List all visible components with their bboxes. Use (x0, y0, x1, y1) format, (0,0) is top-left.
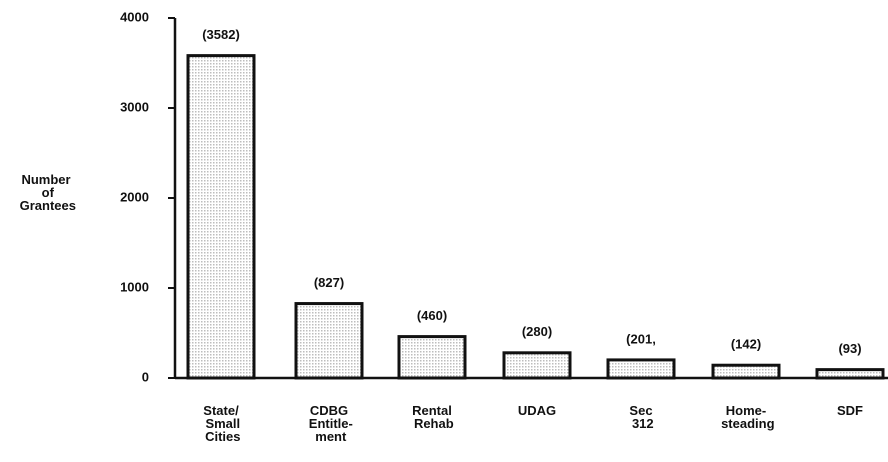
y-tick-label: 0 (142, 369, 149, 384)
value-label: (460) (417, 308, 447, 323)
bar (502, 351, 572, 380)
value-label: (142) (731, 337, 761, 352)
x-tick-label: UDAG (518, 403, 556, 418)
bar (397, 335, 467, 380)
bar (815, 368, 885, 380)
value-label: (827) (314, 275, 344, 290)
bar (606, 358, 676, 380)
y-axis-label: Number of Grantees (16, 172, 76, 213)
value-label: (280) (522, 324, 552, 339)
x-tick-label: SDF (837, 403, 863, 418)
bar (186, 54, 256, 380)
x-tick-label: Sec 312 (628, 403, 653, 431)
y-tick-label: 4000 (120, 9, 149, 24)
value-label: (93) (838, 341, 861, 356)
x-tick-label: Rental Rehab (410, 403, 453, 431)
value-label: (3582) (202, 27, 240, 42)
x-tick-label: Home- steading (717, 403, 774, 431)
bar (711, 363, 781, 380)
x-tick-label: CDBG Entitle- ment (305, 403, 353, 444)
y-tick-label: 1000 (120, 279, 149, 294)
bar (294, 302, 364, 380)
value-label: (201, (626, 331, 656, 346)
y-tick-label: 3000 (120, 99, 149, 114)
y-tick-label: 2000 (120, 189, 149, 204)
x-tick-label: State/ Small Cities (201, 403, 240, 444)
